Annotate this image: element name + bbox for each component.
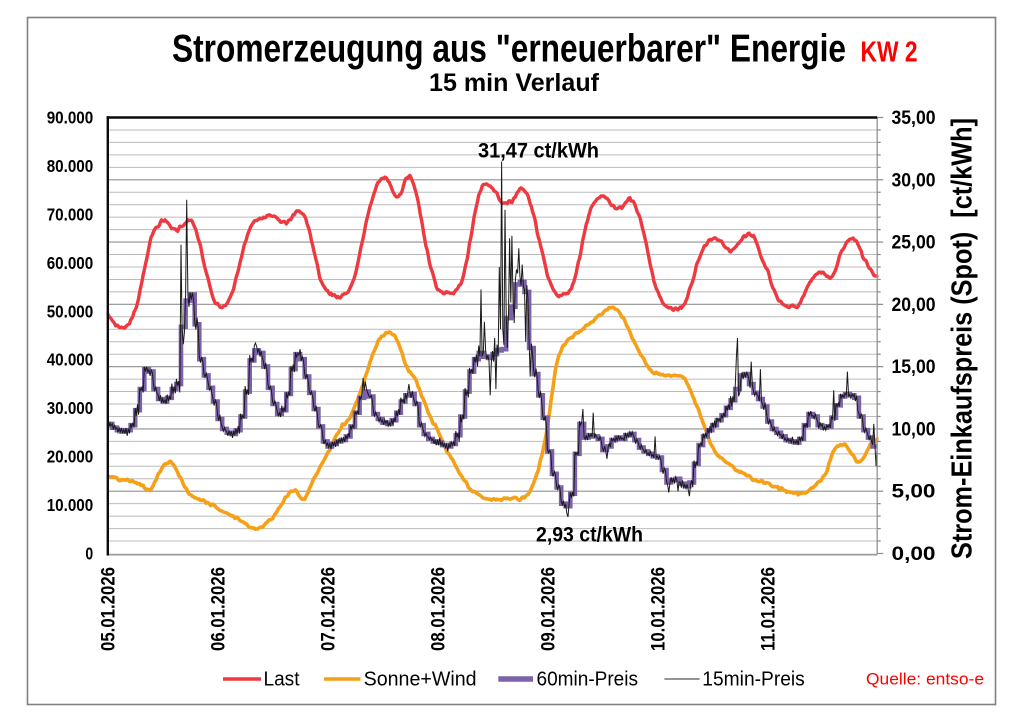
svg-text:15min-Preis: 15min-Preis	[702, 669, 805, 691]
svg-text:06.01.2026: 06.01.2026	[209, 567, 230, 651]
svg-text:50.000: 50.000	[47, 301, 94, 321]
svg-text:40.000: 40.000	[47, 350, 94, 370]
svg-text:80.000: 80.000	[47, 156, 94, 176]
svg-text:11.01.2026: 11.01.2026	[758, 567, 779, 651]
svg-text:Sonne+Wind: Sonne+Wind	[364, 669, 477, 691]
svg-text:05.01.2026: 05.01.2026	[99, 567, 120, 651]
svg-text:25,00: 25,00	[892, 233, 936, 254]
svg-text:60min-Preis: 60min-Preis	[537, 669, 639, 691]
svg-text:Stromerzeugung aus "erneuerbar: Stromerzeugung aus "erneuerbarer" Energi…	[172, 28, 846, 71]
svg-text:08.01.2026: 08.01.2026	[428, 567, 449, 651]
svg-text:5,00: 5,00	[892, 482, 936, 503]
svg-text:30,00: 30,00	[892, 170, 936, 191]
svg-text:KW 2: KW 2	[861, 37, 918, 69]
svg-text:2,93 ct/kWh: 2,93 ct/kWh	[536, 524, 643, 547]
svg-text:Quelle: entso-e: Quelle: entso-e	[866, 670, 984, 689]
svg-text:09.01.2026: 09.01.2026	[538, 567, 559, 651]
svg-text:35,00: 35,00	[892, 108, 936, 129]
svg-text:15 min Verlauf: 15 min Verlauf	[429, 69, 600, 97]
svg-text:Last: Last	[264, 669, 300, 691]
svg-text:10,00: 10,00	[892, 419, 936, 440]
svg-text:0: 0	[85, 544, 93, 564]
svg-text:70.000: 70.000	[47, 204, 94, 224]
svg-text:90.000: 90.000	[47, 108, 94, 128]
svg-text:Strom-Einkaufspreis (Spot) [c: Strom-Einkaufspreis (Spot) [ct/kWh]	[947, 118, 979, 559]
svg-text:10.01.2026: 10.01.2026	[648, 567, 669, 651]
svg-text:60.000: 60.000	[47, 253, 94, 273]
svg-text:30.000: 30.000	[47, 398, 94, 418]
svg-text:31,47 ct/kWh: 31,47 ct/kWh	[478, 140, 599, 163]
svg-text:20.000: 20.000	[47, 447, 94, 467]
svg-text:15,00: 15,00	[892, 357, 936, 378]
svg-text:10.000: 10.000	[47, 495, 94, 515]
svg-text:20,00: 20,00	[892, 295, 936, 316]
svg-text:0,00: 0,00	[892, 544, 936, 565]
svg-text:07.01.2026: 07.01.2026	[319, 567, 340, 651]
